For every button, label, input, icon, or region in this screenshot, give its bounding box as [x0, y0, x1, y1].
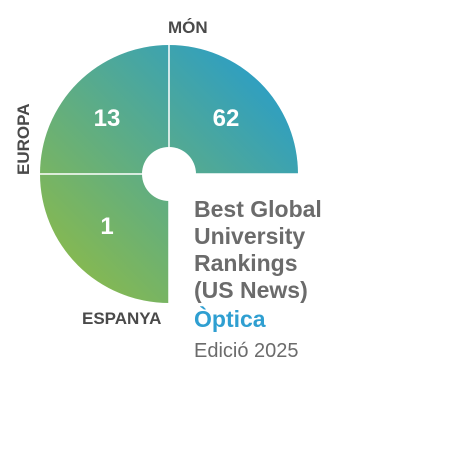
title-line-3: Rankings	[194, 250, 298, 276]
world-quadrant	[169, 45, 298, 174]
spain-label: ESPANYA	[82, 309, 162, 328]
world-label: MÓN	[168, 18, 208, 37]
title-line-2: University	[194, 223, 306, 249]
europe-rank: 13	[93, 105, 121, 132]
ranking-title: Best Global University Rankings (US News…	[194, 196, 464, 304]
title-line-1: Best Global	[194, 196, 322, 222]
ranking-info: Best Global University Rankings (US News…	[194, 196, 464, 363]
center-hole	[142, 147, 196, 201]
spain-quadrant	[40, 174, 169, 303]
spain-rank: 1	[100, 213, 114, 240]
title-line-4: (US News)	[194, 277, 308, 303]
europe-quadrant	[40, 45, 169, 174]
world-rank: 62	[212, 105, 240, 132]
edition-label: Edició 2025	[194, 340, 299, 362]
subject-name: Òptica	[194, 306, 266, 332]
europe-label: EUROPA	[14, 103, 33, 175]
